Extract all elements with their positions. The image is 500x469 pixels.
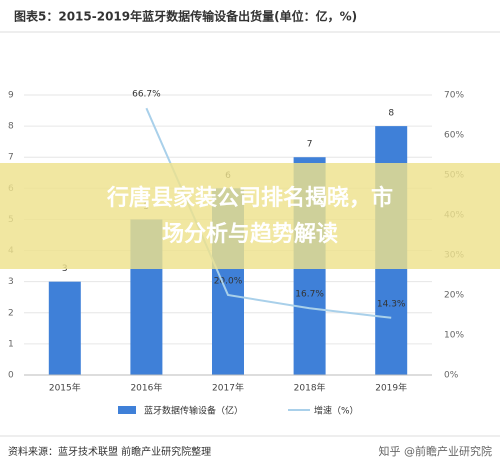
x-tick-label: 2017年 [212, 382, 244, 394]
banner-text: 行唐县家装公司排名揭晓，市 [106, 185, 393, 211]
line-value-label: 20.0% [214, 277, 243, 287]
y2-tick-label: 10% [444, 331, 464, 341]
y-tick-label: 3 [8, 277, 14, 287]
y-tick-label: 1 [8, 339, 14, 349]
y2-tick-label: 0% [444, 371, 459, 381]
line-value-label: 16.7% [295, 290, 324, 300]
y2-tick-label: 20% [444, 291, 464, 301]
y-tick-label: 9 [8, 91, 14, 101]
legend-label: 蓝牙数据传输设备（亿） [144, 405, 243, 417]
bar-value-label: 7 [307, 140, 313, 150]
x-tick-label: 2015年 [49, 382, 81, 394]
y-tick-label: 2 [8, 308, 14, 318]
line-value-label: 66.7% [132, 90, 161, 100]
line-value-label: 14.3% [377, 299, 406, 309]
y-tick-label: 8 [8, 122, 14, 132]
y-tick-label: 0 [8, 371, 14, 381]
banner [0, 163, 500, 269]
y2-tick-label: 70% [444, 91, 464, 101]
chart-title: 图表5：2015-2019年蓝牙数据传输设备出货量(单位：亿，%) [14, 9, 357, 24]
x-tick-label: 2018年 [294, 382, 326, 394]
watermark: 知乎 @前瞻产业研究院 [379, 444, 493, 458]
x-tick-label: 2016年 [130, 382, 162, 394]
bar-value-label: 8 [388, 109, 394, 119]
legend-label: 增速（%） [314, 405, 359, 417]
y2-tick-label: 60% [444, 131, 464, 141]
bar-value-label: 3 [62, 264, 68, 274]
bar [48, 281, 81, 375]
x-tick-label: 2019年 [375, 382, 407, 394]
y-tick-label: 7 [8, 153, 14, 163]
source: 资料来源：蓝牙技术联盟 前瞻产业研究院整理 [8, 445, 211, 458]
banner-text: 场分析与趋势解读 [162, 221, 338, 247]
legend-swatch [118, 406, 136, 414]
